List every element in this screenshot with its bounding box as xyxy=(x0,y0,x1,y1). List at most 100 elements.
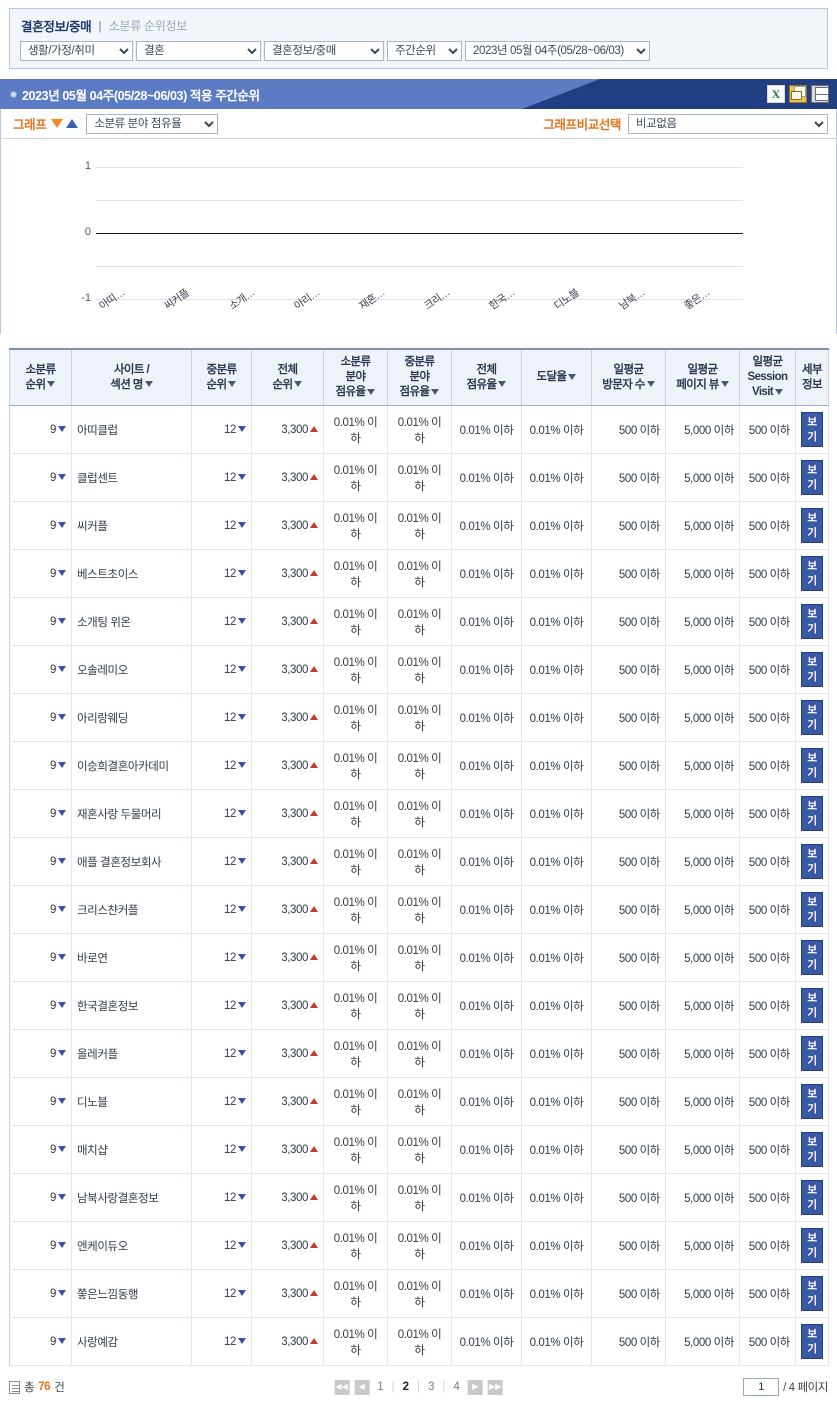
cell-total-rank-value: 3,300 xyxy=(281,663,308,676)
view-detail-button[interactable]: 보기 xyxy=(801,556,823,591)
column-header-5[interactable]: 중분류 분야 점유율 xyxy=(387,349,452,406)
page-number-3[interactable]: 3 xyxy=(428,1381,435,1393)
excel-icon[interactable] xyxy=(767,85,785,103)
column-header-10[interactable]: 일평균 Session Visit xyxy=(739,349,796,406)
cell-visitors: 500 이하 xyxy=(591,789,666,838)
column-header-4[interactable]: 소분류 분야 점유율 xyxy=(323,349,388,406)
view-detail-button[interactable]: 보기 xyxy=(801,1324,823,1359)
column-header-6[interactable]: 전체 점유율 xyxy=(451,349,522,406)
column-header-3[interactable]: 전체 순위 xyxy=(251,349,324,406)
view-detail-button[interactable]: 보기 xyxy=(801,892,823,927)
first-page-button[interactable]: ◀◀ xyxy=(334,1379,350,1395)
rank-down-icon xyxy=(58,1146,66,1153)
rank-down-icon xyxy=(238,666,246,673)
prev-page-button[interactable]: ◀ xyxy=(354,1379,370,1395)
sort-descending-icon[interactable] xyxy=(720,381,729,388)
breadcrumb-main: 결혼정보/중매 xyxy=(21,20,92,34)
page-number-2[interactable]: 2 xyxy=(402,1381,409,1393)
view-detail-button[interactable]: 보기 xyxy=(801,412,823,447)
cell-pageviews-value: 5,000 이하 xyxy=(684,1336,734,1349)
view-detail-button[interactable]: 보기 xyxy=(801,1276,823,1311)
sort-descending-icon[interactable] xyxy=(294,381,303,388)
table-row: 9 크리스챤커플 12 3,300 0.01% 이하 0.01% 이하 0.01% 이하 0.… xyxy=(9,885,829,934)
cell-pageviews-value: 5,000 이하 xyxy=(684,1096,734,1109)
cell-site-name: 아리랑웨딩 xyxy=(71,693,192,742)
rank-type-select[interactable]: 주간순위 xyxy=(387,41,462,61)
graph-metric-select[interactable]: 소분류 분야 점유율 xyxy=(86,113,219,134)
view-detail-button[interactable]: 보기 xyxy=(801,796,823,831)
cell-sub-rank: 9 xyxy=(9,549,72,598)
cell-visitors-value: 500 이하 xyxy=(618,1000,661,1013)
column-header-7[interactable]: 도달율 xyxy=(521,349,592,406)
cell-mid-rank-value: 12 xyxy=(224,1143,236,1156)
column-header-9[interactable]: 일평균 페이지 뷰 xyxy=(665,349,740,406)
category3-select[interactable]: 결혼정보/중매 xyxy=(264,41,384,61)
category1-select[interactable]: 생활/가정/취미 xyxy=(20,41,133,61)
column-header-2[interactable]: 중분류 순위 xyxy=(191,349,252,406)
period-select[interactable]: 2023년 05월 04주(05/28~06/03) xyxy=(465,41,650,61)
column-header-8[interactable]: 일평균 방문자 수 xyxy=(591,349,666,406)
view-detail-button[interactable]: 보기 xyxy=(801,700,823,735)
cell-mid-share-value: 0.01% 이하 xyxy=(397,512,442,541)
view-detail-button[interactable]: 보기 xyxy=(801,460,823,495)
view-detail-button[interactable]: 보기 xyxy=(801,1036,823,1071)
cell-detail: 보기 xyxy=(795,1077,829,1126)
view-detail-button[interactable]: 보기 xyxy=(801,652,823,687)
cell-mid-share: 0.01% 이하 xyxy=(387,549,452,598)
view-detail-button[interactable]: 보기 xyxy=(801,508,823,543)
cell-total-rank-value: 3,300 xyxy=(281,1191,308,1204)
cell-site-name-value: 이승희결혼아카데미 xyxy=(77,760,169,773)
view-detail-button[interactable]: 보기 xyxy=(801,844,823,879)
column-header-0[interactable]: 소분류 순위 xyxy=(9,349,72,406)
column-header-line: 점유율 xyxy=(390,385,449,400)
cell-sub-share: 0.01% 이하 xyxy=(323,693,388,742)
sort-descending-icon[interactable] xyxy=(228,381,237,388)
cell-total-share-value: 0.01% 이하 xyxy=(459,904,514,917)
last-page-button[interactable]: ▶▶ xyxy=(487,1379,503,1395)
page-number-4[interactable]: 4 xyxy=(453,1381,460,1393)
view-detail-button[interactable]: 보기 xyxy=(801,1084,823,1119)
cell-pageviews-value: 5,000 이하 xyxy=(684,664,734,677)
view-detail-button[interactable]: 보기 xyxy=(801,988,823,1023)
sort-descending-icon[interactable] xyxy=(646,381,655,388)
chart-plot-area xyxy=(96,167,743,300)
cell-visitors: 500 이하 xyxy=(591,1317,666,1366)
cell-pageviews-value: 5,000 이하 xyxy=(684,1192,734,1205)
column-header-1[interactable]: 사이트 / 섹션 명 xyxy=(71,349,192,406)
cell-total-rank-value: 3,300 xyxy=(281,1143,308,1156)
cell-visitors: 500 이하 xyxy=(591,741,666,790)
category2-select[interactable]: 결혼 xyxy=(136,41,261,61)
cell-sessions: 500 이하 xyxy=(739,1317,796,1366)
view-detail-button[interactable]: 보기 xyxy=(801,604,823,639)
graph-compare-label: 그래프비교선택 xyxy=(543,118,621,132)
graph-compare-select[interactable]: 비교없음 xyxy=(628,113,828,134)
view-detail-button[interactable]: 보기 xyxy=(801,940,823,975)
table-row: 9 베스트초이스 12 3,300 0.01% 이하 0.01% 이하 0.01% 이하 0.… xyxy=(9,549,829,598)
view-detail-button[interactable]: 보기 xyxy=(801,748,823,783)
mail-icon[interactable] xyxy=(789,85,807,103)
view-detail-button[interactable]: 보기 xyxy=(801,1228,823,1263)
y-tick-label: -1 xyxy=(81,292,91,304)
rank-down-icon xyxy=(58,906,66,913)
cell-total-rank: 3,300 xyxy=(251,933,324,982)
sort-descending-icon[interactable] xyxy=(367,388,376,395)
arrow-down-icon[interactable] xyxy=(51,119,64,128)
next-page-button[interactable]: ▶ xyxy=(467,1379,483,1395)
arrow-up-icon[interactable] xyxy=(66,119,79,128)
sort-descending-icon[interactable] xyxy=(568,373,577,380)
page-input[interactable]: 1 xyxy=(743,1378,780,1396)
sort-descending-icon[interactable] xyxy=(431,388,440,395)
page-number-1[interactable]: 1 xyxy=(377,1381,384,1393)
cell-reach-value: 0.01% 이하 xyxy=(529,856,584,869)
view-detail-button[interactable]: 보기 xyxy=(801,1180,823,1215)
column-header-line: Visit xyxy=(742,385,793,400)
cell-sub-rank-value: 9 xyxy=(50,1095,56,1108)
print-icon[interactable] xyxy=(811,85,829,103)
sort-descending-icon[interactable] xyxy=(498,381,507,388)
sort-descending-icon[interactable] xyxy=(775,388,784,395)
view-detail-button[interactable]: 보기 xyxy=(801,1132,823,1167)
cell-site-name: 사랑예감 xyxy=(71,1317,192,1366)
sort-descending-icon[interactable] xyxy=(144,381,153,388)
cell-visitors-value: 500 이하 xyxy=(618,472,661,485)
sort-descending-icon[interactable] xyxy=(47,381,56,388)
